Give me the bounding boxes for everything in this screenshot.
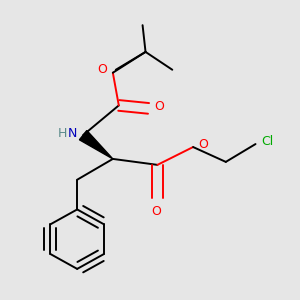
Text: N: N xyxy=(68,127,77,140)
Polygon shape xyxy=(80,130,113,159)
Text: O: O xyxy=(151,205,161,218)
Text: O: O xyxy=(97,63,107,76)
Text: H: H xyxy=(57,127,67,140)
Text: O: O xyxy=(198,138,208,151)
Text: O: O xyxy=(154,100,164,113)
Text: Cl: Cl xyxy=(261,135,273,148)
